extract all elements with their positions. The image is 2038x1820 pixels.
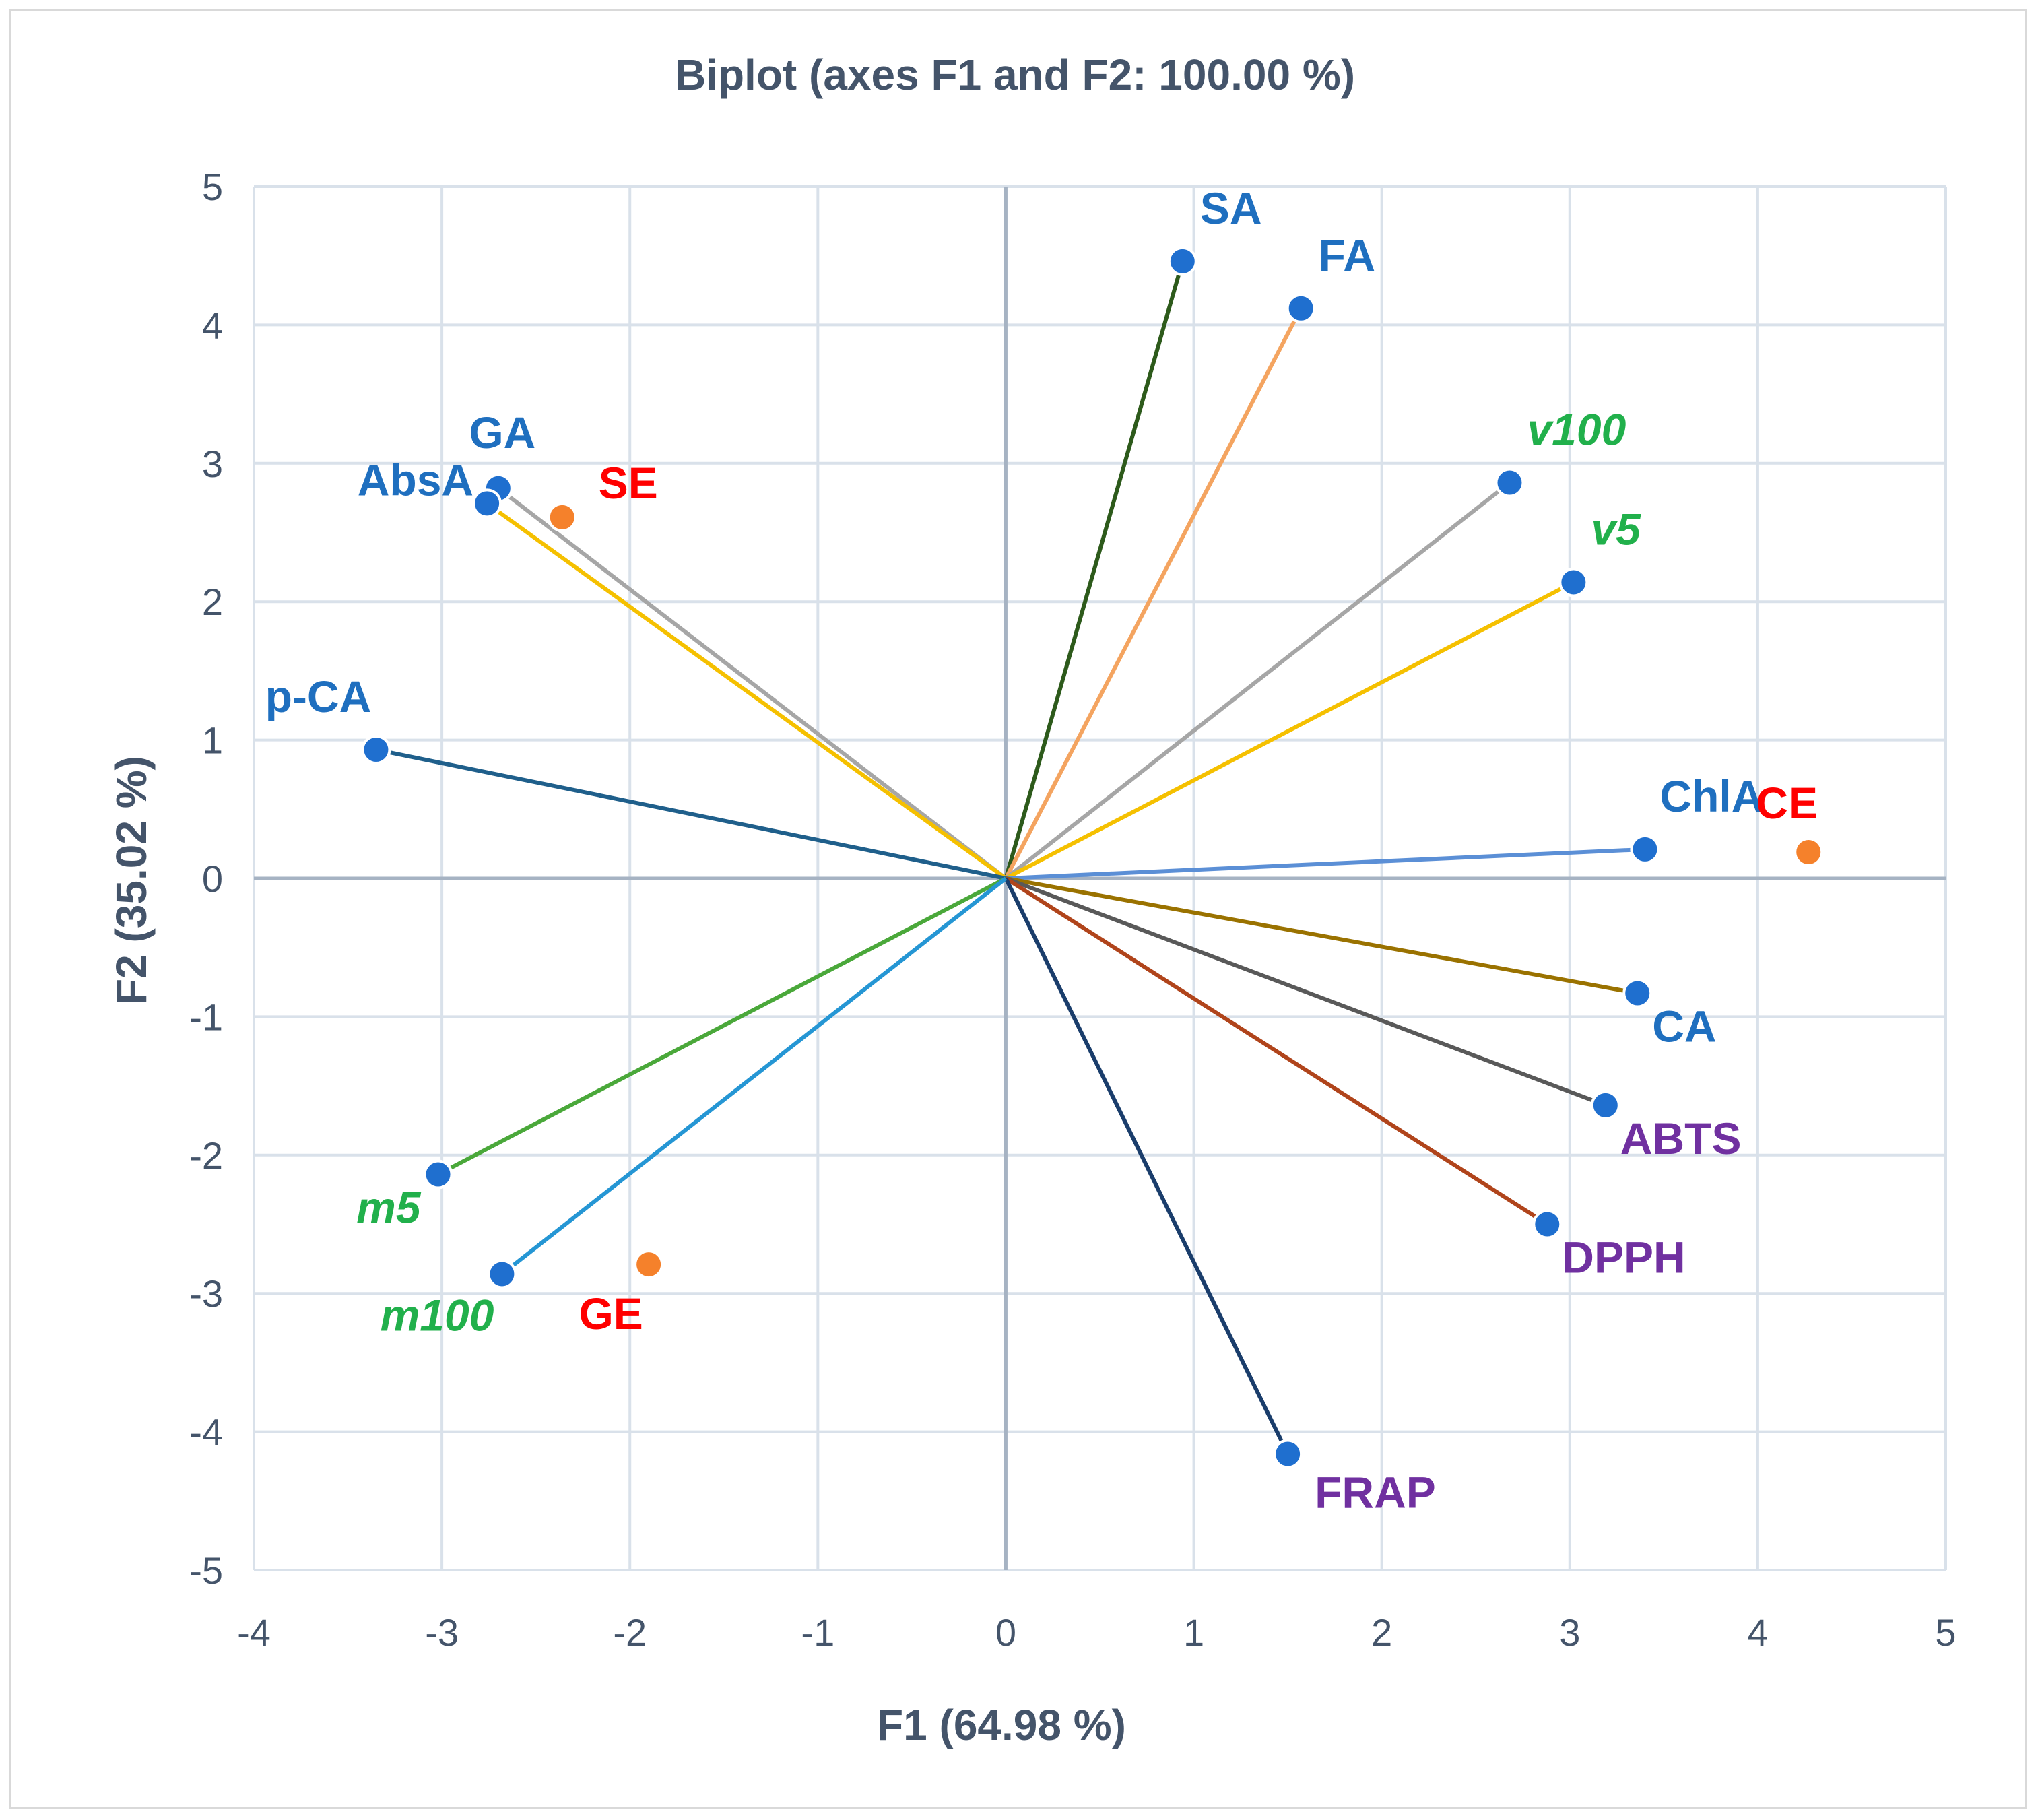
y-axis-title: F2 (35.02 %): [107, 756, 156, 1005]
variable-label-frap: FRAP: [1315, 1467, 1436, 1517]
variable-label-v100: v100: [1527, 405, 1626, 455]
x-axis-title: F1 (64.98 %): [877, 1701, 1126, 1749]
grid-layer: [253, 185, 1947, 1571]
vector-line-dpph: [1004, 876, 1548, 1227]
vector-line-v5: [1005, 580, 1575, 880]
vector-line-m100: [500, 876, 1008, 1276]
vector-line-v100: [1004, 481, 1511, 880]
variable-label-ga: GA: [469, 408, 535, 457]
observation-label-ge: GE: [579, 1289, 643, 1338]
variable-point-m5: [423, 1159, 453, 1190]
vector-line-abts: [1005, 876, 1606, 1107]
zero-axes: [254, 187, 1946, 1570]
vector-line-chla: [1006, 847, 1645, 880]
vector-line-p-ca: [375, 748, 1007, 880]
vector-line-m5: [437, 876, 1007, 1177]
x-tick-label: 2: [1371, 1611, 1392, 1654]
variable-point-sa: [1167, 246, 1197, 276]
variable-point-dpph: [1532, 1209, 1563, 1239]
y-tick-label: 3: [202, 443, 223, 485]
variable-label-dpph: DPPH: [1562, 1233, 1685, 1282]
vector-line-absa: [486, 501, 1008, 880]
vector-line-fa: [1004, 307, 1303, 880]
variable-label-chla: ChlA: [1659, 771, 1763, 821]
variable-point-fa: [1286, 293, 1316, 323]
variable-point-v100: [1494, 467, 1525, 498]
vector-layer: [375, 261, 1645, 1455]
observation-label-ce: CE: [1756, 778, 1818, 828]
x-tick-label: -1: [801, 1611, 834, 1654]
variable-label-m5: m5: [356, 1183, 422, 1233]
y-tick-label: 2: [202, 581, 223, 623]
y-tick-label: -1: [189, 996, 223, 1038]
variable-label-m100: m100: [381, 1290, 494, 1340]
vector-line-ca: [1005, 876, 1638, 996]
x-tick-label: -4: [237, 1611, 271, 1654]
variable-label-ca: CA: [1652, 1001, 1716, 1051]
y-tick-label: -2: [189, 1134, 223, 1177]
y-tick-label: -4: [189, 1411, 223, 1454]
variable-point-frap: [1273, 1439, 1303, 1469]
vector-line-sa: [1004, 261, 1185, 879]
variable-point-abts: [1590, 1090, 1620, 1120]
variable-label-v5: v5: [1591, 504, 1641, 554]
x-tick-label: 0: [995, 1611, 1016, 1654]
x-tick-label: 3: [1559, 1611, 1580, 1654]
point-layer: [361, 246, 1824, 1469]
y-tick-label: 1: [202, 719, 223, 762]
tick-layer: -4 -3 -2 -1 0 1 2 3 4 5 -5 -4 -3 -2 -1 0 1 2 3 4 5: [189, 166, 1956, 1654]
y-tick-label: -5: [189, 1549, 223, 1592]
vector-line-ga: [497, 486, 1008, 880]
variable-point-p-ca: [361, 734, 391, 765]
observation-point-ge: [634, 1249, 664, 1280]
variable-label-absa: AbsA: [358, 455, 473, 505]
y-tick-label: -3: [189, 1272, 223, 1315]
x-tick-label: 5: [1935, 1611, 1956, 1654]
x-tick-label: -2: [613, 1611, 647, 1654]
observation-point-ce: [1794, 837, 1824, 867]
observation-point-se: [547, 502, 577, 532]
variable-point-v5: [1558, 567, 1589, 597]
y-tick-label: 0: [202, 857, 223, 900]
variable-point-absa: [472, 488, 502, 519]
x-tick-label: 4: [1747, 1611, 1768, 1654]
x-tick-label: 1: [1183, 1611, 1204, 1654]
variable-point-chla: [1630, 834, 1660, 864]
variable-label-p-ca: p-CA: [265, 672, 372, 721]
variable-label-fa: FA: [1319, 230, 1375, 280]
y-tick-label: 4: [202, 304, 223, 346]
vector-line-frap: [1004, 877, 1290, 1455]
variable-point-ca: [1622, 978, 1653, 1008]
chart-frame: SA FA v100 v5 GA AbsA p-CA ChlA CA ABTS DPPH FRAP m5…: [9, 9, 2027, 1809]
y-tick-label: 5: [202, 166, 223, 208]
observation-label-se: SE: [599, 458, 658, 508]
x-tick-label: -3: [425, 1611, 459, 1654]
variable-point-m100: [487, 1259, 517, 1289]
chart-title: Biplot (axes F1 and F2: 100.00 %): [675, 51, 1355, 99]
variable-label-sa: SA: [1200, 183, 1262, 233]
variable-label-abts: ABTS: [1620, 1113, 1742, 1163]
